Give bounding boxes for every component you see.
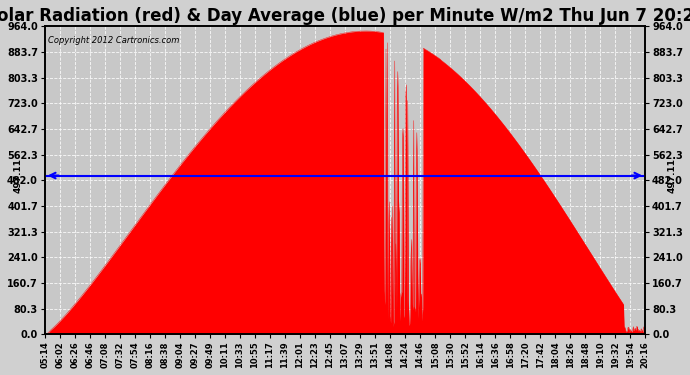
- Title: Solar Radiation (red) & Day Average (blue) per Minute W/m2 Thu Jun 7 20:27: Solar Radiation (red) & Day Average (blu…: [0, 7, 690, 25]
- Text: 497.11: 497.11: [668, 158, 677, 193]
- Text: Copyright 2012 Cartronics.com: Copyright 2012 Cartronics.com: [48, 36, 179, 45]
- Text: 497.11: 497.11: [13, 158, 22, 193]
